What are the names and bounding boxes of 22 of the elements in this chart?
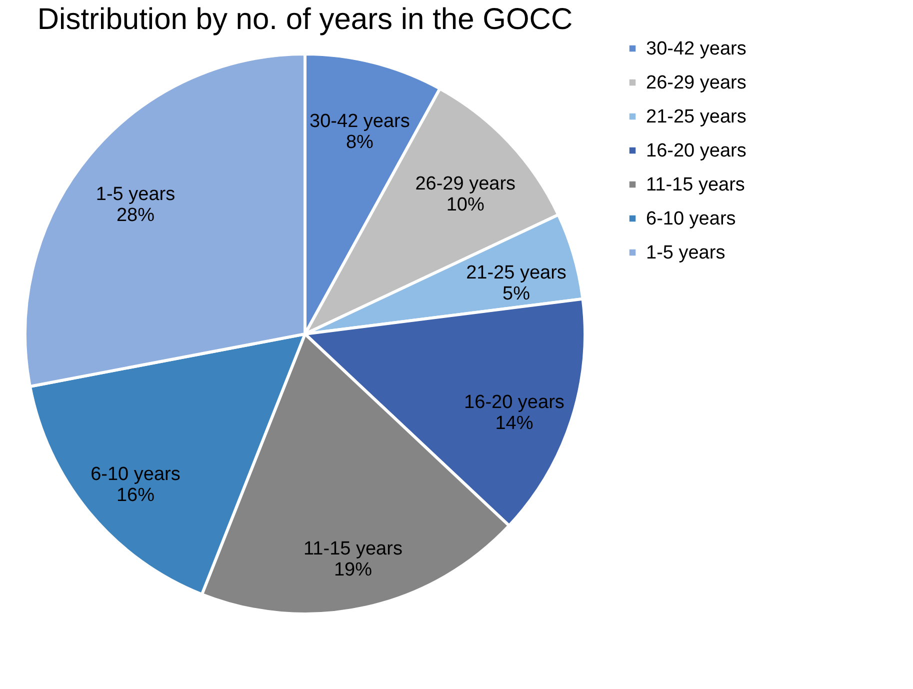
data-label: 14% — [495, 412, 534, 434]
legend-label: 26-29 years — [646, 72, 746, 94]
slice-label: 6-10 years — [90, 464, 180, 486]
data-label: 28% — [116, 204, 155, 226]
slice-label: 30-42 years — [310, 110, 410, 132]
data-label: 8% — [346, 132, 374, 153]
data-label: 5% — [502, 284, 530, 305]
slice-label: 21-25 years — [466, 262, 566, 284]
data-label: 10% — [446, 194, 484, 216]
slice-label: 26-29 years — [415, 173, 516, 194]
legend-label: 6-10 years — [646, 208, 736, 230]
data-label: 16% — [116, 485, 155, 506]
slice-label: 11-15 years — [304, 538, 402, 560]
legend-label: 21-25 years — [646, 106, 746, 128]
slice-label: 1-5 years — [96, 184, 176, 205]
legend-label: 11-15 years — [646, 174, 745, 196]
data-label: 19% — [334, 560, 372, 581]
legend-label: 16-20 years — [646, 140, 746, 162]
chart-title: Distribution by no. of years in the GOCC — [37, 3, 573, 36]
slice-label: 16-20 years — [464, 392, 564, 413]
legend-label: 1-5 years — [646, 242, 726, 264]
legend-label: 30-42 years — [646, 38, 746, 60]
